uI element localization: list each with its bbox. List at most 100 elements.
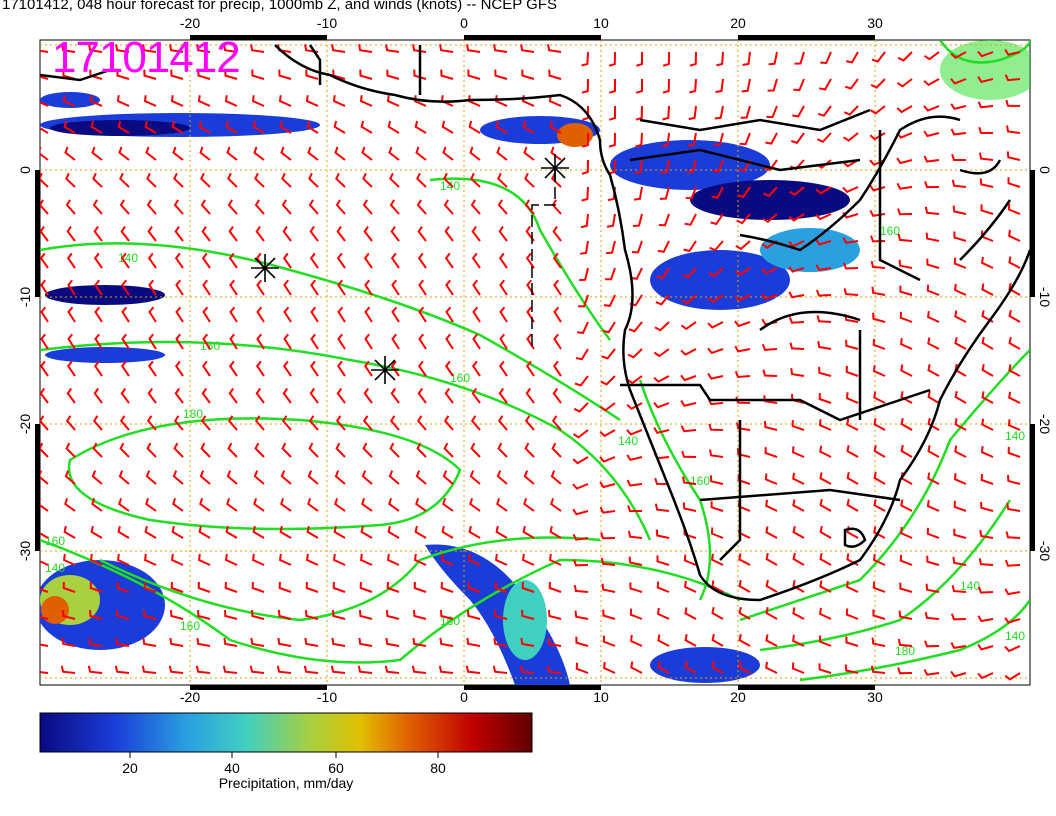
- wind-barb: [734, 371, 751, 379]
- wind-barb: [143, 95, 157, 107]
- wind-barb: [120, 387, 130, 404]
- wind-barb: [251, 581, 265, 593]
- wind-barb: [626, 429, 643, 436]
- wind-barb: [334, 146, 346, 161]
- wind-barb: [337, 279, 346, 296]
- wind-barb: [40, 101, 49, 107]
- wind-barb: [523, 146, 535, 161]
- wind-barb: [657, 634, 670, 647]
- wind-barb: [171, 120, 184, 134]
- contour-label: 140: [960, 579, 980, 593]
- wind-barb: [226, 497, 238, 512]
- wind-barb: [279, 553, 292, 566]
- lat-tick-label: 0: [17, 166, 33, 174]
- lat-tick-labels-left: 0 -10 -20 -30: [17, 166, 33, 561]
- wind-barb: [766, 105, 778, 119]
- colorbar-tick-label: 20: [122, 760, 138, 776]
- wind-barb: [196, 637, 211, 647]
- wind-barb: [283, 306, 292, 323]
- wind-barb: [66, 387, 76, 404]
- wind-barb: [254, 442, 265, 458]
- wind-barb: [252, 120, 265, 134]
- wind-barb: [308, 172, 319, 188]
- wind-barb: [707, 321, 724, 329]
- wind-barb: [283, 279, 292, 296]
- wind-barb: [444, 226, 454, 242]
- wind-barb: [662, 78, 670, 94]
- wind-barb: [924, 181, 940, 189]
- wind-barb: [88, 44, 103, 53]
- wind-barb: [845, 608, 859, 620]
- wind-barb: [174, 226, 184, 242]
- wind-barb: [654, 477, 670, 485]
- wind-barb: [201, 226, 211, 242]
- wind-barb: [897, 233, 913, 242]
- wind-barb: [331, 44, 346, 53]
- wind-barb: [385, 637, 400, 647]
- wind-barb: [572, 456, 589, 465]
- wind-barb: [308, 415, 319, 431]
- lon-tick-label: -20: [180, 689, 200, 705]
- wind-barb: [950, 670, 967, 678]
- wind-barb: [414, 120, 427, 134]
- wind-barb: [333, 120, 346, 134]
- lat-tick-labels-right: 0 -10 -20 -30: [1037, 166, 1053, 561]
- lon-tick-label: 10: [593, 15, 609, 31]
- wind-barb: [574, 610, 589, 620]
- wind-barb: [120, 360, 130, 377]
- wind-barb: [736, 422, 751, 431]
- wind-barb: [467, 69, 481, 80]
- wind-barb: [40, 588, 49, 593]
- wind-barb: [653, 401, 670, 409]
- wind-barb: [148, 306, 157, 323]
- wind-barb: [282, 387, 292, 404]
- wind-barb: [871, 51, 886, 63]
- wind-barb: [496, 470, 508, 485]
- wind-barb: [740, 105, 751, 119]
- wind-barb: [391, 279, 400, 296]
- wind-barb: [711, 661, 724, 674]
- wind-barb: [979, 529, 994, 539]
- wind-barb: [309, 226, 319, 242]
- wind-barb: [896, 78, 913, 88]
- wind-barb: [873, 499, 886, 512]
- coastlines: [40, 44, 1030, 602]
- wind-barb: [250, 637, 265, 647]
- wind-barb: [390, 252, 400, 269]
- wind-barb: [716, 51, 724, 67]
- wind-barb: [170, 95, 184, 107]
- wind-barb: [253, 470, 265, 485]
- wind-barb: [171, 525, 184, 539]
- wind-barb: [40, 75, 49, 80]
- wind-barb: [172, 497, 184, 512]
- wind-barb: [309, 360, 319, 377]
- wind-barb: [278, 95, 292, 107]
- wind-barb: [792, 472, 805, 485]
- wind-barb: [653, 348, 670, 358]
- wind-barb: [547, 44, 562, 53]
- wind-barb: [146, 415, 157, 431]
- lon-tick-label: 30: [867, 15, 883, 31]
- wind-barb: [440, 69, 454, 80]
- wind-barb: [633, 186, 643, 201]
- wind-barb: [626, 479, 643, 487]
- wind-barb: [626, 454, 643, 462]
- wind-barb: [602, 321, 616, 334]
- wind-barb: [471, 360, 481, 377]
- wind-barb: [170, 581, 184, 593]
- wind-barb: [88, 637, 103, 647]
- lat-tick-label: -10: [17, 287, 33, 307]
- wind-barb: [711, 633, 724, 647]
- wind-barb: [927, 364, 940, 377]
- wind-barb: [228, 360, 238, 377]
- wind-barb: [686, 159, 697, 173]
- wind-barb: [89, 581, 103, 593]
- wind-barb: [685, 186, 697, 200]
- wind-barb: [360, 120, 373, 134]
- wind-barb: [819, 607, 832, 620]
- wind-barb: [520, 637, 535, 647]
- wind-barb: [119, 415, 130, 431]
- wind-barb: [792, 526, 805, 539]
- wind-barb: [494, 95, 508, 107]
- wind-barb: [40, 387, 49, 404]
